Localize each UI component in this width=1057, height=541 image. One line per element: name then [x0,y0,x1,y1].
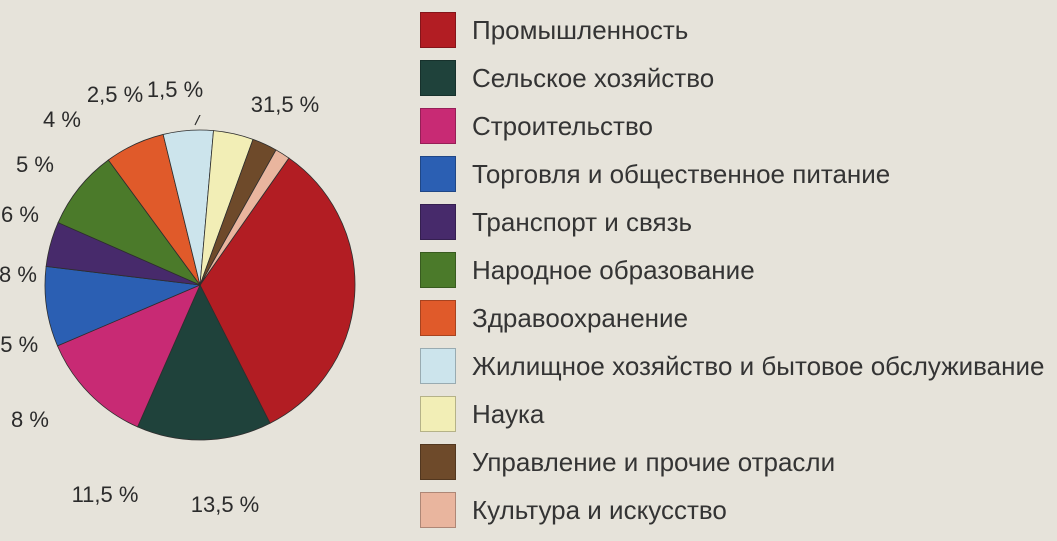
legend-swatch [420,492,456,528]
leader-line [190,115,205,125]
pie-svg [30,115,370,455]
legend-swatch [420,12,456,48]
legend-label: Наука [472,400,544,429]
legend-label: Жилищное хозяйство и бытовое обслуживани… [472,352,1044,381]
legend-swatch [420,60,456,96]
slice-value-label: 5 % [14,152,56,178]
slice-value-label: 13,5 % [189,492,262,518]
legend-label: Торговля и общественное питание [472,160,890,189]
slice-value-label: 2,5 % [85,82,145,108]
legend-swatch [420,252,456,288]
slice-value-label: 6 % [0,202,41,228]
legend-item: Сельское хозяйство [420,56,1044,100]
legend: Промышленность Сельское хозяйство Строител… [420,8,1044,536]
legend-swatch [420,204,456,240]
legend-item: Управление и прочие отрасли [420,440,1044,484]
slice-value-label: 8 % [0,262,39,288]
legend-swatch [420,108,456,144]
slice-value-label: 1,5 % [145,77,205,103]
legend-label: Сельское хозяйство [472,64,714,93]
legend-label: Здравоохранение [472,304,688,333]
chart-container: 31,5 % 13,5 % 11,5 % 8 % 4,5 % 8 % 6 % 5 % 4 %2,… [0,0,1057,541]
legend-swatch [420,348,456,384]
legend-item: Наука [420,392,1044,436]
legend-swatch [420,396,456,432]
legend-swatch [420,444,456,480]
legend-item: Здравоохранение [420,296,1044,340]
legend-label: Транспорт и связь [472,208,692,237]
legend-item: Транспорт и связь [420,200,1044,244]
legend-item: Промышленность [420,8,1044,52]
legend-item: Культура и искусство [420,488,1044,532]
legend-label: Культура и искусство [472,496,727,525]
legend-item: Торговля и общественное питание [420,152,1044,196]
slice-value-label: 11,5 % [70,482,141,508]
pie-chart: 31,5 %13,5 %11,5 %8 %4,5 %8 %6 %5 %4 %2,… [30,115,370,455]
slice-value-label: 4 % [41,107,83,133]
legend-item: Народное образование [420,248,1044,292]
legend-label: Строительство [472,112,653,141]
legend-swatch [420,156,456,192]
legend-item: Строительство [420,104,1044,148]
legend-item: Жилищное хозяйство и бытовое обслуживани… [420,344,1044,388]
legend-label: Промышленность [472,16,688,45]
slice-value-label: 4,5 % [0,332,40,358]
legend-swatch [420,300,456,336]
legend-label: Народное образование [472,256,755,285]
slice-value-label: 31,5 % [249,92,322,118]
legend-label: Управление и прочие отрасли [472,448,835,477]
slice-value-label: 8 % [9,407,51,433]
